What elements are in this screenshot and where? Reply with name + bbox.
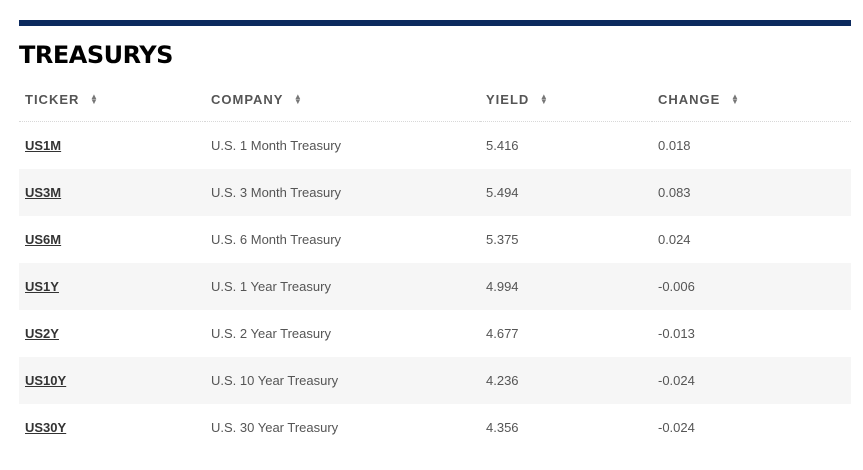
ticker-link[interactable]: US30Y <box>25 420 67 435</box>
ticker-cell: US1Y <box>19 263 205 310</box>
change-cell: 0.018 <box>658 138 691 153</box>
change-cell: 0.083 <box>652 169 851 216</box>
ticker-cell: US2Y <box>19 310 205 357</box>
change-cell: -0.013 <box>658 326 695 341</box>
yield-cell: 4.236 <box>480 357 652 404</box>
treasurys-table: TICKER ▲ ▼ COMPANY ▲ ▼ YIELD ▲ ▼ CHANGE ▲ ▼ <box>19 78 851 451</box>
ticker-link[interactable]: US1M <box>25 138 62 153</box>
ticker-header-label: TICKER <box>25 92 80 107</box>
table-header-row: TICKER ▲ ▼ COMPANY ▲ ▼ YIELD ▲ ▼ CHANGE ▲ ▼ <box>19 78 851 122</box>
table-row: US3M U.S. 3 Month Treasury 5.494 0.083 <box>19 169 851 216</box>
sort-icon[interactable]: ▲ ▼ <box>730 91 739 106</box>
section-title: TREASURYS <box>19 41 173 69</box>
ticker-link[interactable]: US3M <box>25 185 62 200</box>
company-cell: U.S. 30 Year Treasury <box>211 420 339 435</box>
sort-icon[interactable]: ▲ ▼ <box>90 91 98 106</box>
company-cell: U.S. 3 Month Treasury <box>205 169 480 216</box>
yield-column-header[interactable]: YIELD ▲ ▼ <box>480 78 652 122</box>
table-row: US1M U.S. 1 Month Treasury 5.416 0.018 <box>19 122 851 170</box>
ticker-cell: US3M <box>19 169 205 216</box>
ticker-link[interactable]: US2Y <box>25 326 59 341</box>
table-row: US30Y U.S. 30 Year Treasury 4.356 -0.024 <box>19 404 851 451</box>
company-cell: U.S. 10 Year Treasury <box>205 357 480 404</box>
change-cell: -0.024 <box>652 357 851 404</box>
table-row: US2Y U.S. 2 Year Treasury 4.677 -0.013 <box>19 310 851 357</box>
yield-cell: 4.994 <box>480 263 652 310</box>
section-top-rule <box>19 20 851 26</box>
yield-header-label: YIELD <box>486 92 530 107</box>
company-cell: U.S. 1 Year Treasury <box>205 263 480 310</box>
ticker-link[interactable]: US6M <box>25 232 62 247</box>
company-column-header[interactable]: COMPANY ▲ ▼ <box>205 78 480 122</box>
sort-icon[interactable]: ▲ ▼ <box>293 91 302 106</box>
sort-icon[interactable]: ▲ ▼ <box>539 91 548 106</box>
change-header-label: CHANGE <box>658 92 721 107</box>
company-cell: U.S. 6 Month Treasury <box>211 232 342 247</box>
table-row: US1Y U.S. 1 Year Treasury 4.994 -0.006 <box>19 263 851 310</box>
change-cell: 0.024 <box>658 232 691 247</box>
yield-cell: 4.356 <box>486 420 519 435</box>
ticker-link[interactable]: US1Y <box>25 279 59 294</box>
table-row: US10Y U.S. 10 Year Treasury 4.236 -0.024 <box>19 357 851 404</box>
ticker-column-header[interactable]: TICKER ▲ ▼ <box>19 78 205 122</box>
company-cell: U.S. 2 Year Treasury <box>211 326 331 341</box>
ticker-cell: US6M <box>19 216 205 263</box>
table-row: US6M U.S. 6 Month Treasury 5.375 0.024 <box>19 216 851 263</box>
yield-cell: 4.677 <box>486 326 519 341</box>
ticker-cell: US10Y <box>19 357 205 404</box>
yield-cell: 5.375 <box>486 232 519 247</box>
change-column-header[interactable]: CHANGE ▲ ▼ <box>652 78 851 122</box>
ticker-cell: US1M <box>19 122 205 170</box>
change-cell: -0.006 <box>652 263 851 310</box>
company-header-label: COMPANY <box>211 92 284 107</box>
yield-cell: 5.416 <box>486 138 519 153</box>
yield-cell: 5.494 <box>480 169 652 216</box>
ticker-cell: US30Y <box>19 404 205 451</box>
change-cell: -0.024 <box>658 420 695 435</box>
ticker-link[interactable]: US10Y <box>25 373 67 388</box>
company-cell: U.S. 1 Month Treasury <box>211 138 342 153</box>
